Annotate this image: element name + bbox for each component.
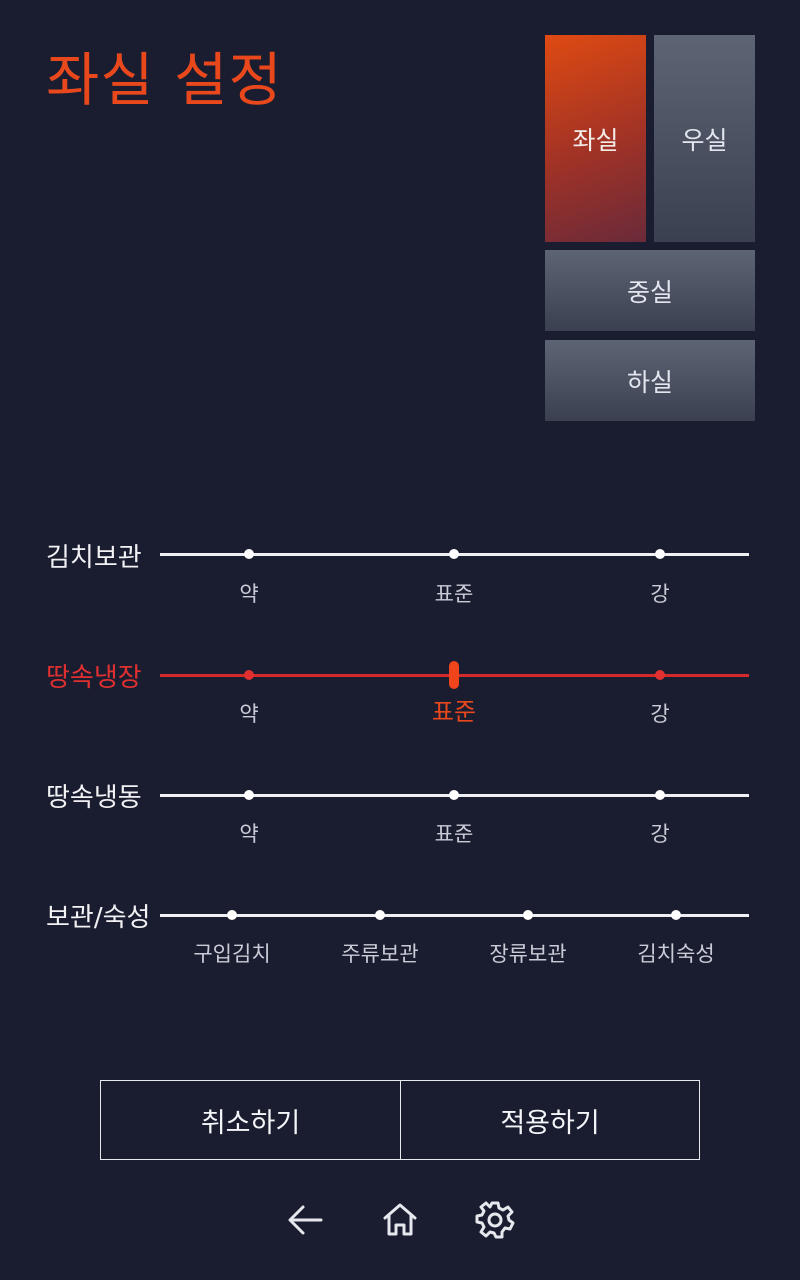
slider-label-kimchi-storage: 김치보관 — [46, 543, 142, 573]
tick-label: 강 — [650, 582, 670, 606]
slider-stop[interactable] — [449, 549, 459, 559]
slider-stop[interactable] — [244, 670, 254, 680]
apply-button[interactable]: 적용하기 — [400, 1080, 700, 1160]
compartment-middle-button[interactable]: 중실 — [545, 250, 755, 331]
tick-label-selected: 표준 — [431, 698, 477, 726]
compartment-right-label: 우실 — [681, 125, 728, 155]
slider-stop[interactable] — [244, 549, 254, 559]
slider-stop[interactable] — [671, 910, 681, 920]
slider-track-storage-aging[interactable] — [160, 910, 749, 920]
slider-stop[interactable] — [655, 549, 665, 559]
tick-label: 주류보관 — [341, 942, 419, 966]
compartment-left-button[interactable]: 좌실 — [545, 35, 646, 242]
tick-label: 약 — [239, 822, 259, 846]
slider-label-underground-freezer: 땅속냉동 — [46, 783, 142, 813]
tick-label: 구입김치 — [193, 942, 271, 966]
tick-label: 약 — [239, 702, 259, 726]
tick-label: 김치숙성 — [637, 942, 715, 966]
tick-label: 표준 — [434, 822, 474, 846]
slider-stop[interactable] — [244, 790, 254, 800]
tick-label: 표준 — [434, 582, 474, 606]
slider-track-underground-freezer[interactable] — [160, 790, 749, 800]
compartment-middle-label: 중실 — [626, 277, 673, 307]
back-arrow-icon[interactable] — [283, 1198, 327, 1242]
slider-stop[interactable] — [227, 910, 237, 920]
compartment-bottom-button[interactable]: 하실 — [545, 340, 755, 421]
compartment-bottom-label: 하실 — [626, 367, 673, 397]
slider-track-underground-fridge[interactable] — [160, 661, 749, 689]
slider-stop[interactable] — [449, 790, 459, 800]
tick-label: 강 — [650, 822, 670, 846]
slider-label-underground-fridge: 땅속냉장 — [46, 663, 142, 693]
slider-stop[interactable] — [523, 910, 533, 920]
slider-stop[interactable] — [655, 790, 665, 800]
home-icon[interactable] — [378, 1198, 422, 1242]
tick-label: 약 — [239, 582, 259, 606]
slider-stop[interactable] — [375, 910, 385, 920]
tick-label: 강 — [650, 702, 670, 726]
compartment-left-label: 좌실 — [572, 125, 619, 155]
slider-stop[interactable] — [655, 670, 665, 680]
slider-track-kimchi-storage[interactable] — [160, 549, 749, 559]
page-title: 좌실 설정 — [46, 46, 283, 114]
slider-label-storage-aging: 보관/숙성 — [46, 903, 151, 933]
compartment-right-button[interactable]: 우실 — [654, 35, 755, 242]
slider-thumb[interactable] — [449, 661, 459, 689]
cancel-button[interactable]: 취소하기 — [100, 1080, 401, 1160]
gear-icon[interactable] — [473, 1198, 517, 1242]
tick-label: 장류보관 — [489, 942, 567, 966]
